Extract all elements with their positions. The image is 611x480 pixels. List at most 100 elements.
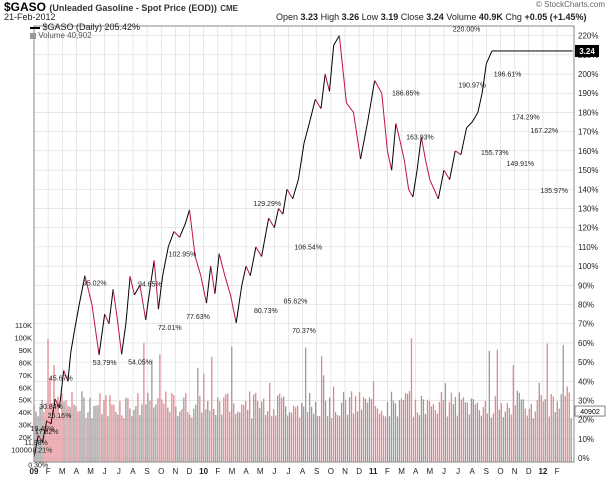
volume-bar [526, 415, 528, 462]
volume-bar [161, 399, 163, 462]
volume-bar [408, 390, 411, 462]
volume-bar [528, 408, 530, 462]
close-value: 3.24 [426, 12, 444, 22]
volume-bar [65, 400, 67, 462]
price-segment [429, 179, 435, 190]
volume-tick-label: 10000 [11, 446, 32, 455]
annotation-label: 190.97% [458, 82, 486, 89]
annotation-label: 26.16% [48, 413, 72, 420]
volume-bar [380, 410, 383, 462]
price-segment [194, 256, 202, 276]
volume-bar [131, 416, 133, 462]
volume-bar [239, 412, 241, 462]
volume-bar [57, 396, 59, 462]
annotation-label: 11.98% [25, 440, 48, 447]
x-tick-label: 11 [369, 467, 378, 476]
volume-bar [470, 398, 473, 462]
volume-bar [253, 394, 255, 462]
price-segment [386, 150, 393, 171]
change-value: +0.05 (+1.45%) [524, 12, 587, 22]
x-tick-label: F [555, 467, 560, 476]
volume-tick-label: 50K [19, 396, 32, 405]
volume-bar [404, 393, 407, 462]
volume-bar [474, 404, 477, 462]
volume-bar [432, 403, 435, 462]
annotation-label: 220.00% [453, 27, 481, 34]
volume-bar [364, 398, 367, 462]
volume-bar [410, 338, 413, 462]
volume-bar [394, 403, 397, 462]
volume-bar [167, 407, 169, 462]
price-segment [84, 275, 93, 305]
volume-bar [97, 405, 99, 462]
symbol: $GASO [4, 0, 47, 14]
last-price-label: 3.24 [579, 47, 595, 56]
volume-bar [135, 406, 137, 462]
price-segment [399, 141, 405, 161]
price-annotations: 0.30% 8.21%11.98% 17.82%19.46% 26.16% 30.84%… [25, 27, 569, 470]
price-segment [210, 266, 216, 294]
x-tick-label: J [272, 467, 276, 476]
volume-bar [137, 393, 139, 462]
volume-bar [540, 395, 542, 462]
x-tick-label: S [314, 467, 319, 476]
date-label: 21-Feb-2012 [4, 12, 56, 22]
plot-frame [33, 25, 575, 463]
volume-bar [512, 365, 514, 462]
volume-bar [414, 399, 417, 462]
x-tick-label: N [342, 467, 348, 476]
price-segment [297, 143, 305, 180]
volume-bar [269, 382, 271, 462]
volume-bar [101, 414, 103, 462]
volume-bar [251, 418, 253, 462]
volume-bar [556, 401, 558, 462]
volume-bar [442, 399, 445, 462]
x-tick-label: A [130, 467, 136, 476]
annotation-label: 135.97% [540, 188, 568, 195]
price-segment [416, 136, 422, 171]
y-tick-label: 100% [578, 262, 598, 271]
high-value: 3.26 [341, 12, 360, 22]
volume-bar [113, 404, 115, 462]
volume-bar [207, 401, 209, 462]
y-tick-label: 200% [578, 70, 598, 79]
volume-bar [99, 393, 101, 462]
annotation-label: 30.84% [39, 404, 63, 411]
volume-bar [209, 410, 211, 462]
price-segment [230, 294, 237, 324]
x-tick-label: M [229, 467, 236, 476]
x-tick-label: M [257, 467, 264, 476]
price-segment [200, 275, 207, 304]
volume-bar [360, 409, 363, 462]
volume-bar [149, 400, 151, 462]
volume-bar [544, 399, 546, 462]
volume-bar [165, 391, 167, 462]
annotation-label: 186.85% [392, 90, 420, 97]
price-segment [403, 160, 410, 190]
volume-bar [548, 416, 550, 462]
open-value: 3.23 [300, 12, 319, 22]
price-segment [67, 352, 72, 382]
x-tick-label: A [243, 467, 249, 476]
volume-bar [336, 415, 339, 462]
volume-bar [406, 393, 409, 462]
volume-tick-label: 60K [19, 383, 32, 392]
volume-bar [400, 398, 403, 462]
volume-bar [326, 415, 329, 462]
volume-bar [382, 415, 385, 462]
volume-bar [237, 411, 239, 462]
y-tick-label: 40% [578, 377, 594, 386]
y-tick-label: 90% [578, 281, 594, 290]
volume-bar [215, 414, 217, 462]
volume-bar [221, 414, 223, 462]
x-tick-label: S [484, 467, 489, 476]
price-segment [179, 223, 186, 238]
volume-bar [261, 401, 263, 462]
volume-bar [187, 412, 189, 462]
y-tick-label: 60% [578, 339, 594, 348]
price-segment [91, 304, 100, 355]
volume-bar [83, 397, 85, 462]
x-tick-label: S [144, 467, 149, 476]
volume-bar [506, 403, 508, 462]
y-tick-label: 190% [578, 89, 598, 98]
